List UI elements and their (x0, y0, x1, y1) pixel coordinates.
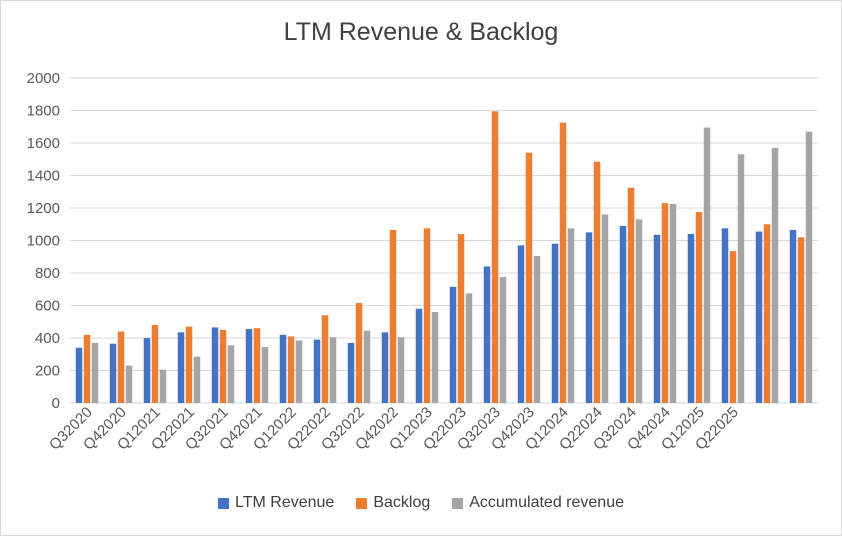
bar-ltm-revenue (483, 266, 491, 403)
bar-accumulated-revenue (465, 293, 473, 403)
bar-ltm-revenue (75, 347, 83, 403)
bar-accumulated-revenue (703, 127, 711, 403)
bar-backlog (593, 161, 601, 403)
bar-ltm-revenue (313, 339, 321, 403)
bar-backlog (389, 229, 397, 403)
y-tick-label: 1400 (27, 168, 60, 185)
bar-backlog (253, 328, 261, 403)
bar-ltm-revenue (109, 343, 117, 403)
legend-swatch-accumulated-revenue (452, 497, 464, 509)
y-tick-label: 800 (35, 265, 60, 282)
bar-accumulated-revenue (295, 340, 303, 403)
y-tick-label: 1000 (27, 233, 60, 250)
bar-backlog (355, 303, 363, 403)
bar-ltm-revenue (415, 308, 423, 403)
bar-accumulated-revenue (91, 342, 99, 403)
bar-backlog (695, 212, 703, 403)
bar-ltm-revenue (653, 234, 661, 403)
bar-accumulated-revenue (601, 214, 609, 403)
bar-accumulated-revenue (771, 147, 779, 403)
bar-accumulated-revenue (499, 277, 507, 403)
bar-accumulated-revenue (533, 255, 541, 403)
bar-ltm-revenue (619, 225, 627, 403)
bar-backlog (627, 187, 635, 403)
bar-accumulated-revenue (397, 337, 405, 403)
legend-label-backlog: Backlog (373, 494, 431, 511)
bar-accumulated-revenue (669, 203, 677, 403)
bar-accumulated-revenue (329, 337, 337, 403)
y-tick-label: 200 (35, 363, 60, 380)
bar-backlog (525, 152, 533, 403)
legend-label-ltm-revenue: LTM Revenue (235, 494, 335, 511)
bar-backlog (797, 237, 805, 403)
bar-accumulated-revenue (125, 365, 133, 403)
legend-item-accumulated-revenue: Accumulated revenue (452, 494, 624, 512)
bar-ltm-revenue (211, 327, 219, 403)
bar-ltm-revenue (347, 342, 355, 403)
bar-ltm-revenue (245, 329, 253, 403)
bar-accumulated-revenue (159, 369, 167, 403)
legend-swatch-ltm-revenue (218, 497, 229, 509)
bar-ltm-revenue (279, 334, 287, 403)
bar-ltm-revenue (517, 245, 525, 403)
legend-label-accumulated-revenue: Accumulated revenue (469, 494, 624, 511)
bar-ltm-revenue (381, 332, 389, 403)
bar-backlog (287, 336, 295, 403)
bar-accumulated-revenue (261, 346, 269, 403)
legend-item-ltm-revenue: LTM Revenue (218, 494, 334, 512)
bar-backlog (321, 315, 329, 403)
bar-ltm-revenue (177, 332, 185, 403)
bar-backlog (83, 334, 91, 403)
bar-ltm-revenue (789, 229, 797, 403)
bar-backlog (117, 331, 125, 403)
bar-backlog (185, 326, 193, 403)
bar-accumulated-revenue (737, 154, 745, 403)
bar-backlog (763, 224, 771, 403)
bar-ltm-revenue (755, 231, 763, 403)
bar-ltm-revenue (721, 228, 729, 403)
bar-accumulated-revenue (431, 312, 439, 403)
y-tick-label: 600 (35, 298, 60, 315)
bar-backlog (729, 251, 737, 403)
bar-ltm-revenue (687, 234, 695, 403)
bar-backlog (151, 325, 159, 403)
chart-legend: LTM Revenue Backlog Accumulated revenue (0, 494, 842, 512)
bar-accumulated-revenue (635, 219, 643, 403)
bar-ltm-revenue (449, 286, 457, 403)
y-tick-label: 0 (52, 395, 60, 412)
bar-backlog (559, 122, 567, 403)
y-tick-label: 1600 (27, 135, 60, 152)
bar-backlog (661, 203, 669, 403)
bar-accumulated-revenue (227, 345, 235, 403)
bar-ltm-revenue (585, 232, 593, 403)
bar-accumulated-revenue (805, 131, 813, 403)
y-tick-label: 1800 (27, 103, 60, 120)
y-tick-label: 1200 (27, 200, 60, 217)
bar-ltm-revenue (551, 243, 559, 403)
bar-ltm-revenue (143, 338, 151, 403)
bar-backlog (457, 234, 465, 403)
bar-accumulated-revenue (193, 356, 201, 403)
bar-accumulated-revenue (567, 228, 575, 403)
y-tick-label: 400 (35, 330, 60, 347)
legend-item-backlog: Backlog (356, 494, 430, 512)
legend-swatch-backlog (356, 497, 368, 509)
bar-backlog (219, 329, 227, 403)
bar-accumulated-revenue (363, 330, 371, 403)
bar-backlog (491, 111, 499, 403)
chart-title: LTM Revenue & Backlog (283, 18, 559, 46)
y-tick-label: 2000 (27, 70, 60, 87)
bar-backlog (423, 228, 431, 403)
